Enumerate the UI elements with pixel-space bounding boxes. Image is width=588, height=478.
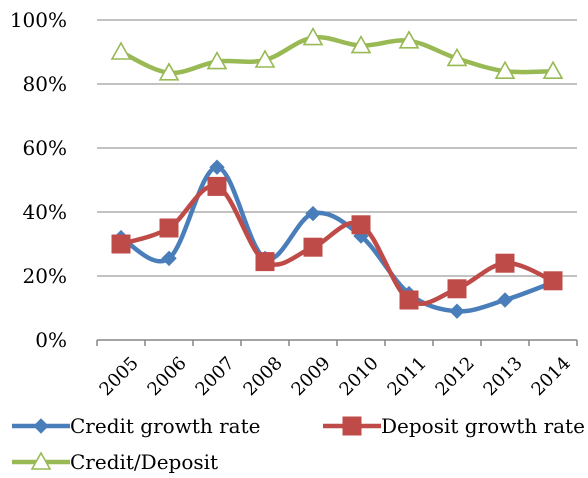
x-tick-label: 2012 (431, 353, 478, 400)
credit-deposit-marker (446, 47, 468, 67)
deposit-growth-rate-marker (543, 271, 563, 291)
deposit-growth-rate-marker (303, 237, 323, 257)
deposit-growth-rate-marker (495, 253, 515, 273)
legend-label: Credit/Deposit (70, 450, 218, 474)
y-tick-label: 100% (10, 8, 67, 32)
deposit-growth-rate-marker (207, 176, 227, 196)
x-tick-label: 2005 (95, 353, 142, 400)
credit-deposit-marker (542, 60, 564, 79)
legend-credit-deposit-marker (30, 451, 52, 470)
credit-deposit-marker (350, 34, 372, 54)
credit-growth-rate-marker (449, 303, 465, 319)
deposit-growth-rate-marker (255, 252, 275, 272)
series-credit-growth-rate (113, 159, 561, 319)
x-tick-label: 2011 (383, 353, 430, 400)
deposit-growth-rate-marker (351, 215, 371, 235)
series-lines (110, 26, 564, 319)
y-axis-tick-labels: 0% 20% 40% 60% 80% 100% (10, 8, 67, 352)
deposit-growth-rate-line (118, 183, 556, 306)
y-tick-label: 20% (23, 264, 67, 288)
credit-deposit-marker (254, 49, 276, 68)
x-tick-label: 2010 (335, 353, 382, 400)
series-credit-deposit (110, 26, 564, 81)
legend-credit-growth-rate-marker (33, 418, 49, 434)
x-tick-label: 2007 (191, 353, 238, 400)
credit-deposit-marker (158, 62, 180, 81)
y-tick-label: 0% (35, 328, 67, 352)
y-tick-label: 40% (23, 200, 67, 224)
legend-item-credit-deposit: Credit/Deposit (12, 450, 218, 474)
credit-deposit-marker (110, 41, 132, 60)
credit-deposit-marker (302, 26, 324, 46)
credit-growth-rate-marker (497, 292, 513, 308)
deposit-growth-rate-marker (447, 279, 467, 299)
x-tick-label: 2008 (239, 353, 286, 400)
gridlines (97, 19, 577, 277)
credit-deposit-marker (206, 50, 228, 70)
series-deposit-growth-rate (111, 176, 563, 310)
credit-growth-rate-marker (305, 205, 321, 222)
x-tick-label: 2009 (287, 353, 334, 400)
deposit-growth-rate-marker (159, 218, 179, 238)
credit-deposit-line (118, 34, 556, 76)
credit-deposit-marker (494, 60, 516, 79)
x-tick-label: 2006 (143, 353, 190, 400)
x-axis-tick-labels: 2005 2006 2007 2008 2009 2010 2011 2012 2013 2014 (95, 340, 578, 400)
credit-growth-rate-line (118, 164, 556, 314)
deposit-growth-rate-marker (399, 290, 419, 310)
x-tick-label: 2014 (527, 353, 574, 400)
credit-growth-rate-marker (161, 250, 177, 267)
legend-deposit-growth-rate-marker (342, 416, 362, 436)
legend-label: Deposit growth rate (381, 414, 585, 438)
credit-deposit-marker (398, 30, 420, 49)
credit-growth-rate-marker (209, 159, 225, 175)
deposit-growth-rate-marker (111, 234, 131, 254)
legend: Credit growth rate Deposit growth rate Cre… (12, 414, 585, 474)
y-tick-label: 60% (23, 136, 67, 160)
x-tick-label: 2013 (479, 353, 526, 400)
legend-item-deposit-growth-rate: Deposit growth rate (323, 414, 585, 438)
legend-label: Credit growth rate (70, 414, 260, 438)
y-tick-label: 80% (23, 72, 67, 96)
legend-item-credit-growth-rate: Credit growth rate (12, 414, 260, 438)
